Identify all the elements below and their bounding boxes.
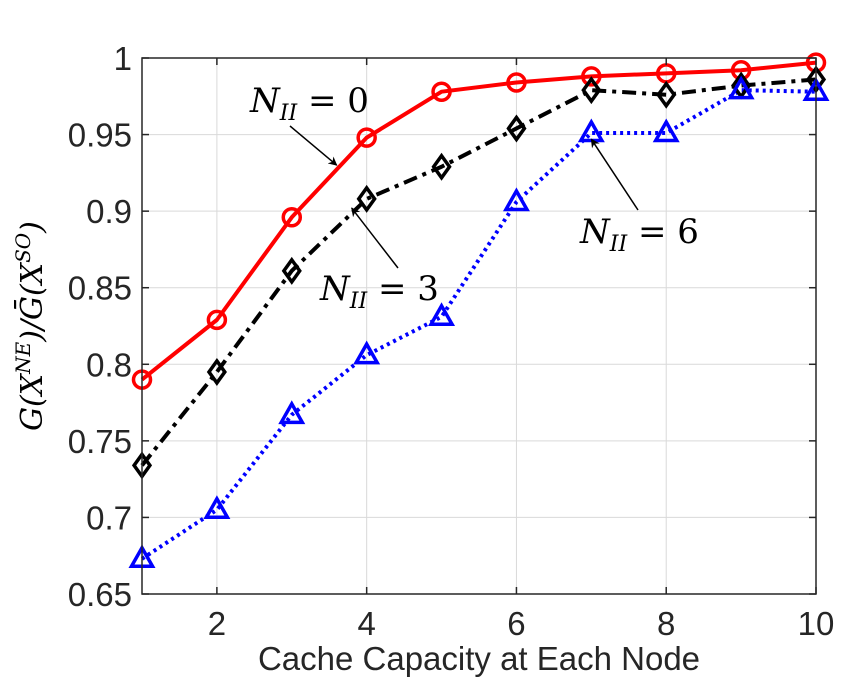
y-tick-label: 1 bbox=[114, 40, 132, 77]
svg-text:G(XNE)/Ḡ(XSO): G(XNE)/Ḡ(XSO) bbox=[11, 221, 50, 431]
data-point bbox=[506, 114, 527, 143]
y-tick-label: 0.75 bbox=[68, 423, 132, 460]
plot-frame bbox=[141, 57, 817, 595]
data-point bbox=[281, 256, 302, 285]
data-point bbox=[278, 400, 306, 425]
plot-background bbox=[142, 58, 816, 594]
annotation-label: NII = 3 bbox=[319, 269, 439, 314]
data-point bbox=[206, 309, 228, 331]
data-point bbox=[356, 184, 377, 213]
y-tick-labels: 0.65 0.7 0.75 0.8 0.85 0.9 0.95 1 bbox=[68, 40, 132, 613]
series-line-1 bbox=[140, 60, 817, 382]
data-point bbox=[353, 340, 381, 365]
x-tick-label: 4 bbox=[357, 605, 375, 642]
y-tick-label: 0.7 bbox=[86, 499, 132, 536]
annotation-2: NII = 3 bbox=[319, 207, 439, 314]
annotations: NII = 0 NII = 3 NII = 6 bbox=[249, 81, 699, 314]
data-point bbox=[502, 187, 530, 212]
ticks bbox=[142, 57, 817, 595]
series-line-2 bbox=[140, 77, 817, 467]
data-point bbox=[203, 495, 231, 520]
x-tick-label: 10 bbox=[798, 605, 835, 642]
annotation-label: NII = 0 bbox=[249, 81, 369, 126]
x-tick-label: 6 bbox=[507, 605, 525, 642]
annotation-label: NII = 6 bbox=[579, 212, 699, 257]
y-axis-title: G(XNE)/Ḡ(XSO) bbox=[11, 221, 50, 431]
x-tick-labels: 2 4 6 8 10 bbox=[208, 605, 835, 642]
data-point bbox=[652, 118, 680, 143]
data-point bbox=[581, 76, 602, 105]
series-line-3 bbox=[140, 88, 817, 561]
series-lines bbox=[140, 60, 817, 561]
series-markers bbox=[128, 52, 830, 569]
data-point bbox=[281, 207, 303, 228]
data-point bbox=[506, 72, 527, 93]
data-point bbox=[656, 80, 677, 109]
y-tick-label: 0.65 bbox=[68, 576, 132, 613]
y-tick-label: 0.95 bbox=[68, 117, 132, 154]
y-tick-label: 0.9 bbox=[86, 193, 132, 230]
data-point bbox=[581, 66, 602, 87]
annotation-3: NII = 6 bbox=[579, 138, 699, 257]
annotation-arrow bbox=[351, 207, 399, 269]
annotation-1: NII = 0 bbox=[249, 81, 369, 166]
data-point bbox=[431, 81, 452, 102]
data-point bbox=[206, 357, 227, 386]
data-point bbox=[431, 152, 452, 181]
data-point bbox=[356, 127, 377, 148]
data-point bbox=[727, 75, 755, 100]
annotation-arrow bbox=[590, 138, 639, 211]
y-tick-label: 0.8 bbox=[86, 346, 132, 383]
x-axis-title: Cache Capacity at Each Node bbox=[258, 640, 700, 677]
x-tick-label: 2 bbox=[208, 605, 226, 642]
x-tick-label: 8 bbox=[657, 605, 675, 642]
y-tick-label: 0.85 bbox=[68, 270, 132, 307]
annotation-arrow bbox=[289, 125, 338, 166]
data-point bbox=[428, 302, 456, 327]
